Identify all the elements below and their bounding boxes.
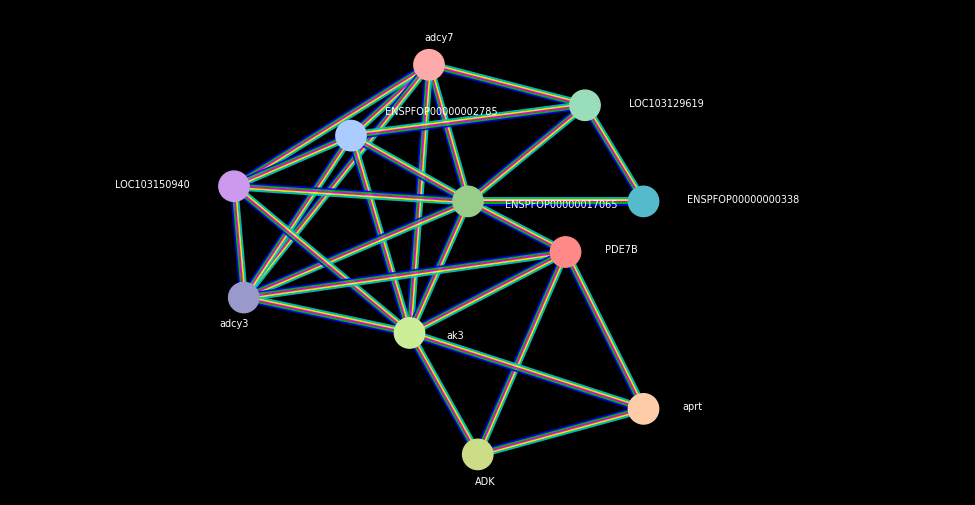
Ellipse shape bbox=[228, 283, 259, 313]
Ellipse shape bbox=[335, 121, 367, 152]
Text: LOC103129619: LOC103129619 bbox=[629, 98, 704, 109]
Ellipse shape bbox=[413, 50, 445, 81]
Text: PDE7B: PDE7B bbox=[604, 245, 638, 255]
Text: ADK: ADK bbox=[475, 476, 496, 486]
Ellipse shape bbox=[550, 237, 581, 268]
Ellipse shape bbox=[452, 187, 484, 217]
Text: aprt: aprt bbox=[682, 401, 703, 412]
Text: ENSPFOP00000002785: ENSPFOP00000002785 bbox=[385, 107, 498, 117]
Ellipse shape bbox=[569, 91, 601, 121]
Text: LOC103150940: LOC103150940 bbox=[115, 179, 190, 189]
Ellipse shape bbox=[462, 439, 493, 470]
Text: adcy3: adcy3 bbox=[219, 318, 249, 328]
Text: adcy7: adcy7 bbox=[424, 33, 453, 43]
Text: ENSPFOP00000017065: ENSPFOP00000017065 bbox=[505, 199, 617, 210]
Ellipse shape bbox=[218, 172, 250, 202]
Ellipse shape bbox=[628, 187, 659, 217]
Text: ak3: ak3 bbox=[447, 331, 464, 341]
Text: ENSPFOP00000000338: ENSPFOP00000000338 bbox=[687, 194, 800, 205]
Ellipse shape bbox=[394, 318, 425, 348]
Ellipse shape bbox=[628, 394, 659, 424]
